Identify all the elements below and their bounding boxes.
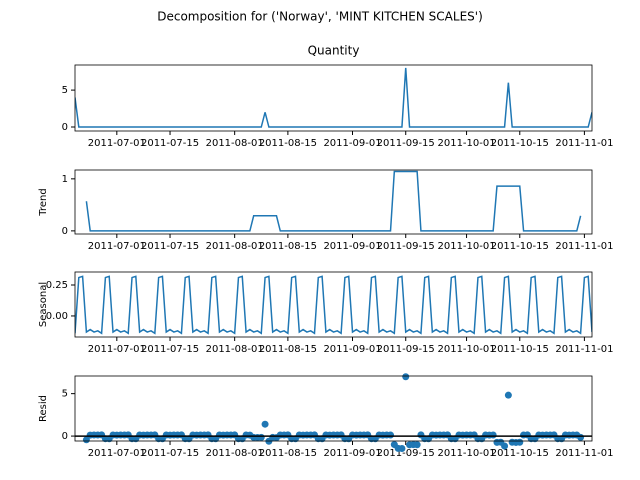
x-tick-label: 2011-07-01 bbox=[88, 138, 146, 149]
x-tick-label: 2011-08-01 bbox=[206, 344, 264, 355]
axes-frame bbox=[74, 271, 593, 338]
x-tick-label: 2011-07-01 bbox=[88, 344, 146, 355]
x-tick-label: 2011-10-01 bbox=[437, 448, 495, 459]
resid-point bbox=[504, 391, 512, 399]
resid-point bbox=[501, 442, 509, 450]
y-tick-label: 0.00 bbox=[46, 311, 68, 322]
x-tick-label: 2011-10-15 bbox=[491, 344, 549, 355]
x-tick-label: 2011-08-01 bbox=[206, 448, 264, 459]
x-tick-label: 2011-08-15 bbox=[259, 344, 317, 355]
axes-frame bbox=[74, 64, 593, 132]
resid-point bbox=[261, 420, 269, 428]
x-tick-label: 2011-09-01 bbox=[323, 138, 381, 149]
resid-point bbox=[489, 431, 497, 439]
resid-point bbox=[257, 433, 265, 441]
x-tick-label: 2011-08-15 bbox=[259, 241, 317, 252]
axes-frame bbox=[74, 169, 593, 235]
y-tick-label: 0 bbox=[62, 226, 68, 237]
x-tick-label: 2011-10-01 bbox=[437, 241, 495, 252]
x-tick-label: 2011-07-15 bbox=[141, 448, 199, 459]
x-tick-label: 2011-10-15 bbox=[491, 138, 549, 149]
x-tick-label: 2011-09-15 bbox=[377, 344, 435, 355]
chart-title: Decomposition for ('Norway', 'MINT KITCH… bbox=[157, 10, 483, 24]
series-line bbox=[75, 275, 592, 335]
resid-point bbox=[398, 444, 406, 452]
x-tick-label: 2011-07-15 bbox=[141, 241, 199, 252]
y-axis-label: Seasonal bbox=[38, 282, 49, 327]
y-tick-label: 0 bbox=[62, 431, 68, 442]
x-tick-label: 2011-10-15 bbox=[491, 448, 549, 459]
x-tick-label: 2011-09-01 bbox=[323, 448, 381, 459]
x-tick-label: 2011-08-01 bbox=[206, 138, 264, 149]
series-line bbox=[85, 170, 582, 232]
x-tick-label: 2011-10-01 bbox=[437, 138, 495, 149]
x-tick-label: 2011-08-01 bbox=[206, 241, 264, 252]
resid-point bbox=[387, 431, 395, 439]
x-tick-label: 2011-09-15 bbox=[377, 241, 435, 252]
y-tick-label: 5 bbox=[62, 389, 68, 400]
y-axis-label: Resid bbox=[38, 395, 49, 422]
y-tick-label: 5 bbox=[62, 85, 68, 96]
x-tick-label: 2011-11-01 bbox=[555, 138, 613, 149]
x-tick-label: 2011-09-01 bbox=[323, 241, 381, 252]
x-tick-label: 2011-09-01 bbox=[323, 344, 381, 355]
x-tick-label: 2011-08-15 bbox=[259, 138, 317, 149]
y-tick-label: 0 bbox=[62, 122, 68, 133]
x-tick-label: 2011-07-01 bbox=[88, 241, 146, 252]
y-tick-label: 0.25 bbox=[46, 280, 68, 291]
x-tick-label: 2011-11-01 bbox=[555, 241, 613, 252]
resid-point bbox=[82, 436, 90, 444]
x-tick-label: 2011-07-15 bbox=[141, 344, 199, 355]
axes-frame bbox=[74, 375, 593, 442]
x-tick-label: 2011-10-15 bbox=[491, 241, 549, 252]
x-tick-label: 2011-09-15 bbox=[377, 448, 435, 459]
resid-point bbox=[402, 373, 410, 381]
resid-point bbox=[516, 438, 524, 446]
y-tick-label: 1 bbox=[62, 174, 68, 185]
panel-title: Quantity bbox=[308, 44, 360, 58]
x-tick-label: 2011-08-15 bbox=[259, 448, 317, 459]
x-tick-label: 2011-10-01 bbox=[437, 344, 495, 355]
x-tick-label: 2011-07-01 bbox=[88, 448, 146, 459]
x-tick-label: 2011-11-01 bbox=[555, 448, 613, 459]
resid-point bbox=[413, 441, 421, 449]
x-tick-label: 2011-07-15 bbox=[141, 138, 199, 149]
resid-point bbox=[577, 433, 585, 441]
x-tick-label: 2011-09-15 bbox=[377, 138, 435, 149]
series-line bbox=[75, 67, 592, 128]
x-tick-label: 2011-11-01 bbox=[555, 344, 613, 355]
y-axis-label: Trend bbox=[38, 188, 49, 216]
